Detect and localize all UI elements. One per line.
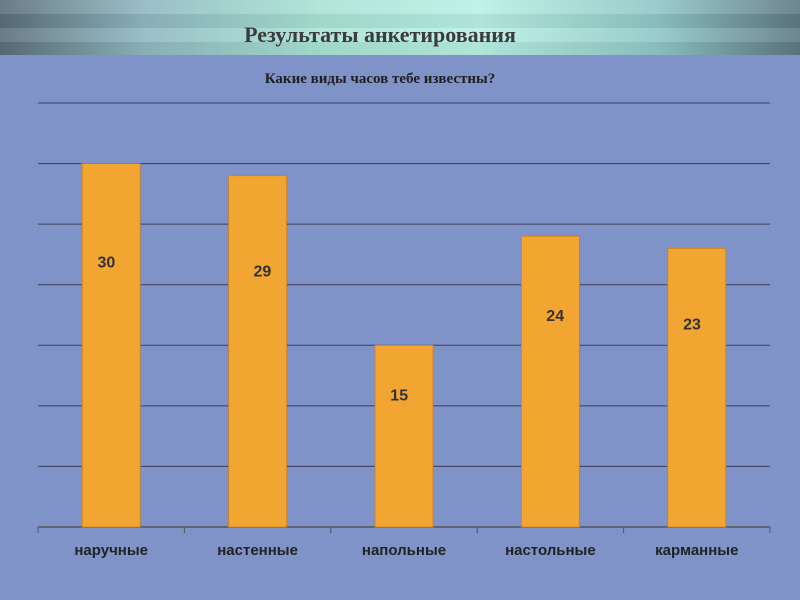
data-label: 30	[98, 255, 116, 272]
chart-title: Какие виды часов тебе известны?	[264, 71, 496, 87]
category-label: карманные	[655, 542, 738, 559]
bar-4	[521, 235, 580, 528]
category-label: настенные	[217, 542, 298, 559]
bars	[81, 163, 727, 528]
category-label: настольные	[505, 542, 596, 559]
data-labels: 30 29 15 24 23	[98, 255, 701, 405]
bar-2	[228, 175, 288, 528]
data-label: 24	[546, 308, 564, 325]
data-label: 15	[390, 387, 408, 404]
category-label: наручные	[74, 542, 148, 559]
data-label: 23	[683, 317, 701, 334]
page-title: Результаты анкетирования	[244, 22, 516, 47]
category-labels: наручные настенные напольные настольные карм…	[74, 542, 738, 559]
category-label: напольные	[362, 542, 446, 559]
data-label: 29	[254, 264, 272, 281]
bar-5	[667, 247, 727, 528]
bar-3	[374, 344, 434, 528]
bar-1	[81, 163, 141, 528]
